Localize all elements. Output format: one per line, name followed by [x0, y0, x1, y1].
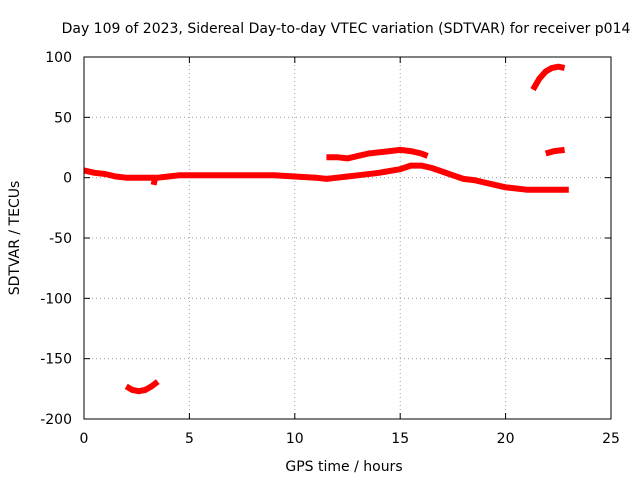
grid-lines: [84, 57, 611, 419]
x-tick-label: 10: [286, 431, 304, 447]
axis-ticks: 0 5 10 15 20 25 -200 -150 -100 -50 0 50 100: [40, 50, 620, 447]
series-track-blip: [150, 174, 159, 186]
plot-frame: [83, 56, 612, 420]
x-tick-label: 5: [185, 431, 194, 447]
y-tick-label: 50: [54, 110, 72, 126]
y-tick-label: 100: [45, 50, 72, 66]
x-tick-label: 20: [497, 431, 515, 447]
series-track-high-small: [544, 146, 565, 157]
chart-title: Day 109 of 2023, Sidereal Day-to-day VTE…: [62, 21, 631, 37]
series-track-low: [124, 379, 160, 395]
x-tick-label: 25: [602, 431, 620, 447]
series-track-upper-middle: [326, 146, 429, 162]
y-tick-label: -150: [40, 352, 72, 368]
x-axis-label: GPS time / hours: [285, 459, 402, 475]
y-tick-label: -50: [49, 231, 72, 247]
series-track-high: [530, 63, 566, 92]
data-series: [83, 63, 569, 395]
y-axis-label: SDTVAR / TECUs: [7, 181, 23, 296]
x-tick-label: 0: [80, 431, 89, 447]
y-tick-label: 0: [63, 171, 72, 187]
series-track-main: [83, 162, 569, 193]
y-tick-label: -200: [40, 412, 72, 428]
x-tick-label: 15: [391, 431, 409, 447]
y-tick-label: -100: [40, 291, 72, 307]
